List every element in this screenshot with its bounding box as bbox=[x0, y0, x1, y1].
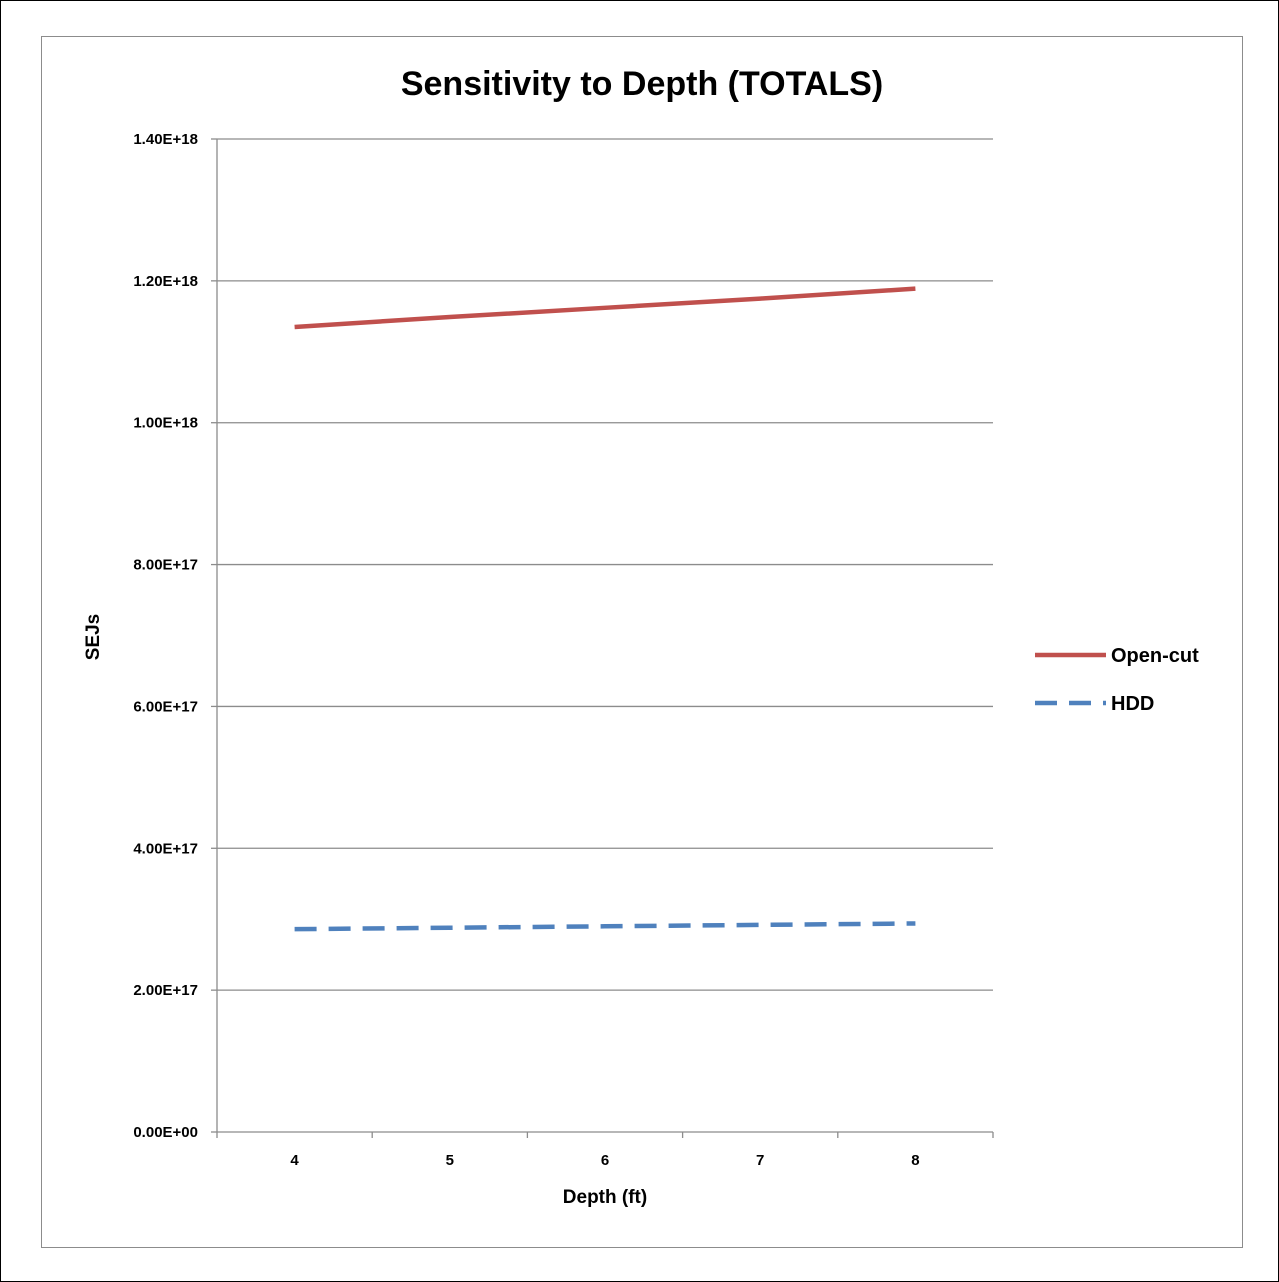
y-tick-label: 0.00E+00 bbox=[133, 1124, 198, 1141]
gridlines bbox=[217, 138, 993, 991]
y-tick-label: 1.00E+18 bbox=[133, 415, 198, 432]
x-tick-label: 6 bbox=[601, 1152, 609, 1169]
x-tick-label: 7 bbox=[756, 1152, 764, 1169]
y-tick-label: 1.40E+18 bbox=[133, 131, 198, 148]
y-tick-label: 2.00E+17 bbox=[133, 982, 198, 999]
x-tick-label: 5 bbox=[446, 1152, 454, 1169]
x-axis-title: Depth (ft) bbox=[563, 1187, 647, 1208]
y-tick-label: 8.00E+17 bbox=[133, 557, 198, 574]
x-tick-label: 4 bbox=[290, 1152, 299, 1169]
y-axis-title: SEJs bbox=[83, 614, 104, 660]
chart-area bbox=[41, 36, 1243, 1248]
y-tick-label: 6.00E+17 bbox=[133, 698, 198, 715]
y-tick-label: 4.00E+17 bbox=[133, 840, 198, 857]
series-lines bbox=[294, 286, 916, 932]
y-tick-label: 1.20E+18 bbox=[133, 273, 198, 290]
chart-title: Sensitivity to Depth (TOTALS) bbox=[401, 65, 883, 103]
series-line-open-cut bbox=[294, 286, 916, 330]
series-line-hdd bbox=[294, 921, 916, 932]
legend: Open-cut HDD bbox=[1035, 645, 1199, 715]
legend-label: Open-cut bbox=[1111, 645, 1199, 667]
x-tick-label: 8 bbox=[911, 1152, 919, 1169]
legend-label: HDD bbox=[1111, 693, 1154, 715]
axes: 0.00E+00 2.00E+17 4.00E+17 6.00E+17 8.00E+17… bbox=[133, 131, 994, 1169]
